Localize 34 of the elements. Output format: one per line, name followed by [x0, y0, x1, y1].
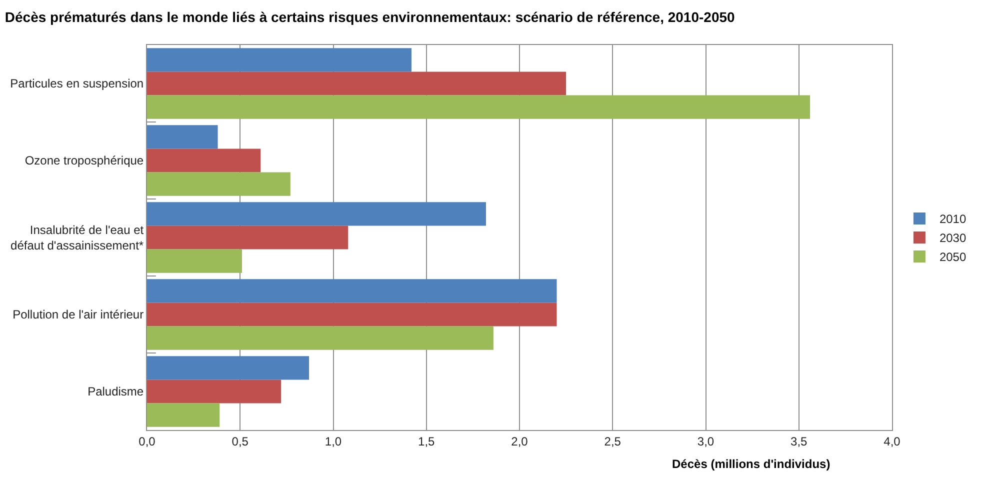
- bar: [147, 125, 218, 149]
- bar: [147, 95, 810, 119]
- x-tick-label: 0,0: [138, 434, 156, 448]
- y-tick-label: Paludisme: [88, 384, 144, 399]
- legend-label: 2010: [939, 212, 966, 226]
- chart-title: Décès prématurés dans le monde liés à certains risques environnementaux: scénario de référence, 2010-2050: [4, 9, 736, 26]
- x-axis-title: Décès (millions d'individus): [672, 457, 830, 471]
- y-tick-label: Ozone troposphérique: [24, 154, 144, 168]
- bar: [147, 380, 282, 404]
- bar: [147, 403, 220, 427]
- bar: [147, 202, 486, 226]
- y-tick-label: Insalubrité de l'eau et défaut d'assainissement*: [10, 222, 144, 252]
- x-tick-label: 3,0: [697, 434, 714, 448]
- bar: [147, 48, 412, 72]
- bar: [147, 72, 566, 96]
- bar: [147, 279, 557, 303]
- x-tick-label: 2,5: [604, 434, 622, 448]
- bar: [147, 148, 261, 172]
- bar: [147, 356, 310, 380]
- x-tick-label: 1,0: [324, 434, 342, 448]
- x-tick-label: 3,5: [790, 434, 808, 448]
- x-tick-label: 1,5: [418, 434, 436, 448]
- x-tick-label: 2,0: [511, 434, 528, 448]
- bar: [147, 226, 348, 250]
- bar: [147, 249, 242, 273]
- y-tick-label: Particules en suspension: [10, 76, 144, 91]
- x-tick-label: 0,5: [232, 434, 249, 448]
- bar: [147, 326, 494, 350]
- legend-label: 2050: [939, 250, 966, 264]
- x-tick-label: 4,0: [884, 434, 901, 448]
- bar: [147, 302, 557, 326]
- legend-label: 2030: [939, 231, 966, 246]
- y-tick-label: Pollution de l'air intérieur: [12, 308, 144, 322]
- bar: [147, 172, 290, 196]
